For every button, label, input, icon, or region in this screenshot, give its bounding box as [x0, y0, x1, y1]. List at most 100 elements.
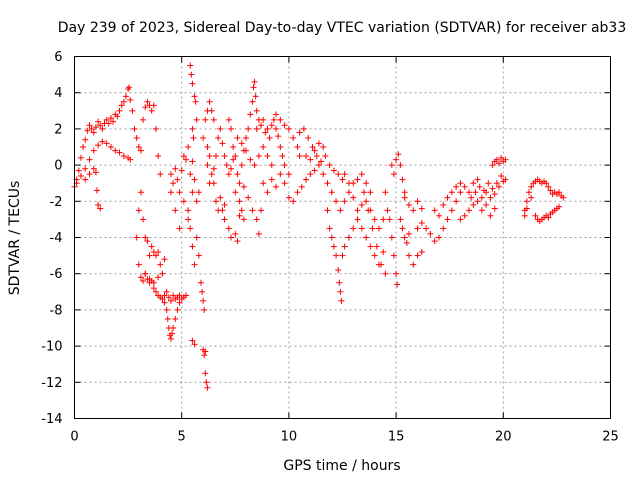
data-point	[489, 162, 496, 169]
data-point	[185, 144, 192, 150]
data-point	[521, 212, 528, 219]
data-point	[161, 292, 168, 299]
data-point	[294, 144, 301, 150]
data-point	[103, 140, 110, 147]
data-point	[523, 198, 530, 205]
data-point	[236, 198, 243, 205]
data-point	[333, 198, 340, 205]
data-point	[350, 194, 357, 201]
y-tick-label: 0	[54, 159, 62, 174]
data-point	[202, 370, 209, 377]
data-point	[213, 198, 220, 205]
data-point	[195, 252, 202, 259]
data-point	[545, 183, 552, 190]
data-point	[367, 243, 374, 250]
data-point	[208, 171, 215, 178]
data-point	[167, 335, 174, 342]
data-point	[182, 292, 189, 299]
data-point	[110, 118, 117, 125]
data-point	[470, 180, 477, 187]
data-point	[358, 225, 365, 232]
data-point	[199, 288, 206, 295]
data-point	[260, 180, 267, 187]
data-point	[358, 201, 365, 208]
data-point	[249, 207, 256, 214]
data-point	[487, 212, 494, 219]
data-point	[178, 167, 185, 174]
data-point	[195, 189, 202, 196]
x-tick-label: 0	[70, 430, 78, 445]
data-point	[268, 122, 275, 129]
data-point	[296, 153, 303, 160]
data-point	[103, 116, 110, 123]
data-point	[189, 189, 196, 196]
data-point	[182, 156, 189, 163]
data-point	[336, 279, 343, 286]
y-tick-label: -12	[41, 376, 62, 391]
data-point	[478, 194, 485, 201]
data-point	[221, 153, 228, 160]
data-point	[232, 230, 239, 237]
data-point	[373, 243, 380, 250]
data-point	[273, 125, 280, 132]
data-point	[167, 189, 174, 196]
data-point	[500, 178, 507, 185]
data-point	[345, 180, 352, 187]
data-point	[253, 125, 260, 132]
data-point	[532, 212, 539, 219]
data-point	[440, 201, 447, 208]
data-point	[528, 194, 535, 201]
data-point	[210, 165, 217, 172]
data-point	[262, 129, 269, 136]
data-point	[255, 153, 262, 160]
data-point	[90, 129, 97, 136]
data-point	[116, 107, 123, 114]
data-point	[133, 134, 140, 141]
data-point	[418, 248, 425, 255]
data-point	[474, 198, 481, 205]
data-point	[172, 207, 179, 214]
data-point	[453, 198, 460, 205]
data-point	[189, 158, 196, 165]
data-point	[285, 194, 292, 201]
data-point	[307, 156, 314, 163]
data-point	[176, 292, 183, 299]
data-point	[320, 171, 327, 178]
data-point	[170, 325, 177, 331]
data-point	[294, 189, 301, 196]
data-point	[99, 138, 106, 145]
data-point	[206, 180, 213, 187]
data-point	[485, 180, 492, 187]
data-point	[322, 153, 329, 160]
data-point	[75, 167, 82, 174]
data-point	[135, 261, 142, 268]
data-point	[164, 315, 171, 322]
data-point	[253, 107, 260, 114]
data-point	[405, 252, 412, 259]
data-point	[285, 171, 292, 178]
data-point	[435, 234, 442, 241]
data-point	[129, 107, 136, 114]
data-point	[354, 176, 361, 183]
x-axis-label: GPS time / hours	[283, 458, 400, 474]
data-point	[448, 207, 455, 214]
data-point	[435, 212, 442, 219]
data-point	[354, 207, 361, 214]
data-point	[165, 294, 172, 301]
data-point	[204, 384, 211, 391]
data-point	[491, 205, 498, 212]
x-tick-label: 20	[495, 430, 512, 445]
data-point	[157, 261, 164, 268]
data-point	[176, 299, 183, 306]
data-point	[300, 125, 307, 132]
data-point	[303, 153, 310, 160]
data-point	[223, 162, 230, 169]
data-point	[172, 315, 179, 322]
data-point	[169, 330, 176, 337]
data-point	[483, 189, 490, 196]
y-tick-label: 6	[54, 50, 62, 65]
data-point	[493, 156, 500, 163]
data-point	[105, 120, 112, 127]
data-point	[150, 285, 157, 292]
data-point	[405, 230, 412, 237]
